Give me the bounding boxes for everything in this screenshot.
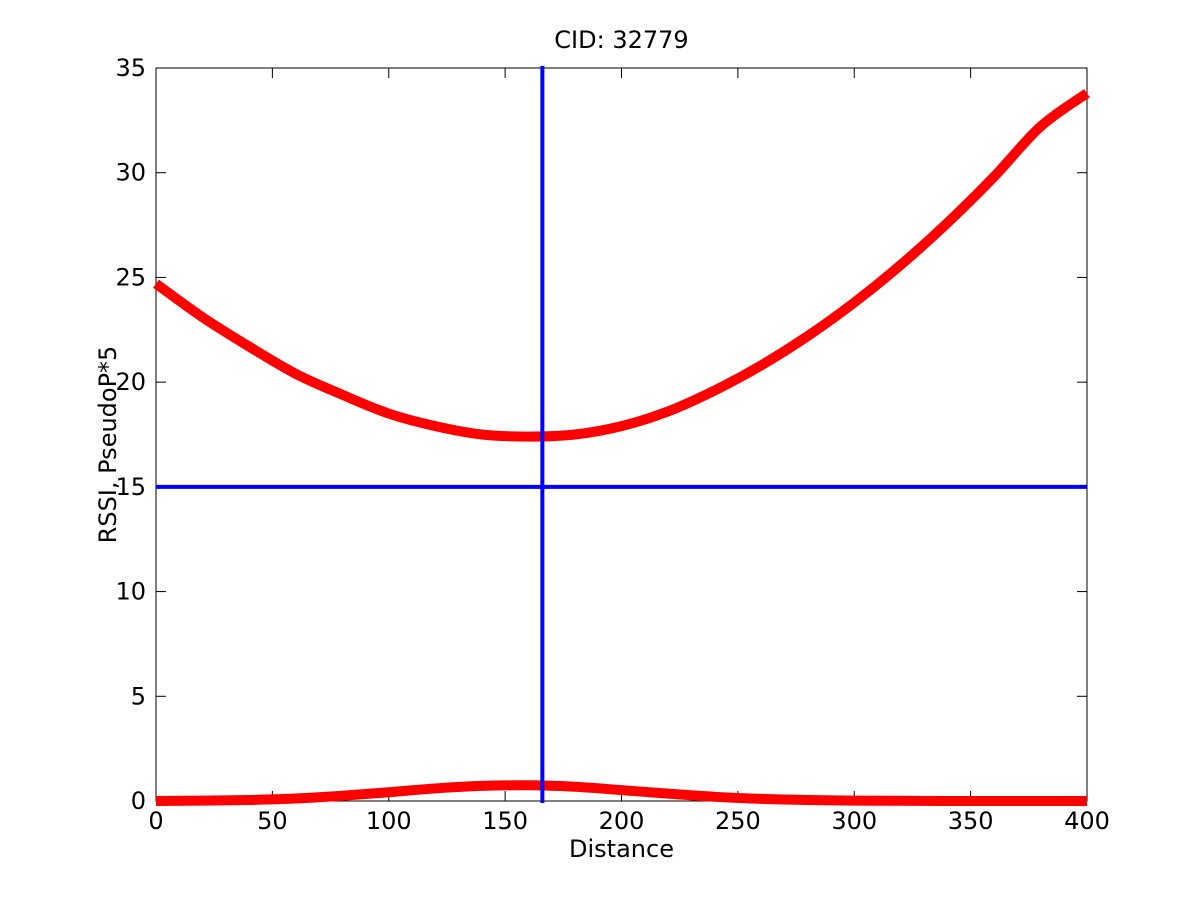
x-tick-label: 0 (148, 807, 163, 835)
series-line-0 (153, 89, 1090, 442)
x-axis-label: Distance (569, 835, 674, 863)
y-tick-label: 35 (115, 54, 146, 82)
x-tick-label: 300 (831, 807, 877, 835)
x-tick-label: 350 (948, 807, 994, 835)
y-axis-label: RSSI, PseudoP*5 (94, 346, 122, 544)
x-tick-label: 150 (482, 807, 528, 835)
x-tick-label: 250 (715, 807, 761, 835)
axes-frame (155, 67, 1088, 802)
plot-area: 0 50 100 150 200 250 300 350 400 0 5 10 15 20 25 30 35 (115, 54, 1109, 835)
series-line-1 (155, 780, 1087, 807)
y-tick-label: 0 (131, 787, 146, 815)
y-tick-label: 5 (131, 682, 146, 710)
x-tick-label: 100 (366, 807, 412, 835)
chart-title: CID: 32779 (554, 26, 688, 54)
x-tick-label: 400 (1064, 807, 1110, 835)
y-tick-label: 30 (115, 159, 146, 187)
y-tick-label: 15 (115, 473, 146, 501)
x-tick-label: 200 (599, 807, 645, 835)
x-tick-label: 50 (257, 807, 288, 835)
y-tick-label: 25 (115, 263, 146, 291)
y-tick-label: 20 (115, 368, 146, 396)
y-tick-label: 10 (115, 578, 146, 606)
